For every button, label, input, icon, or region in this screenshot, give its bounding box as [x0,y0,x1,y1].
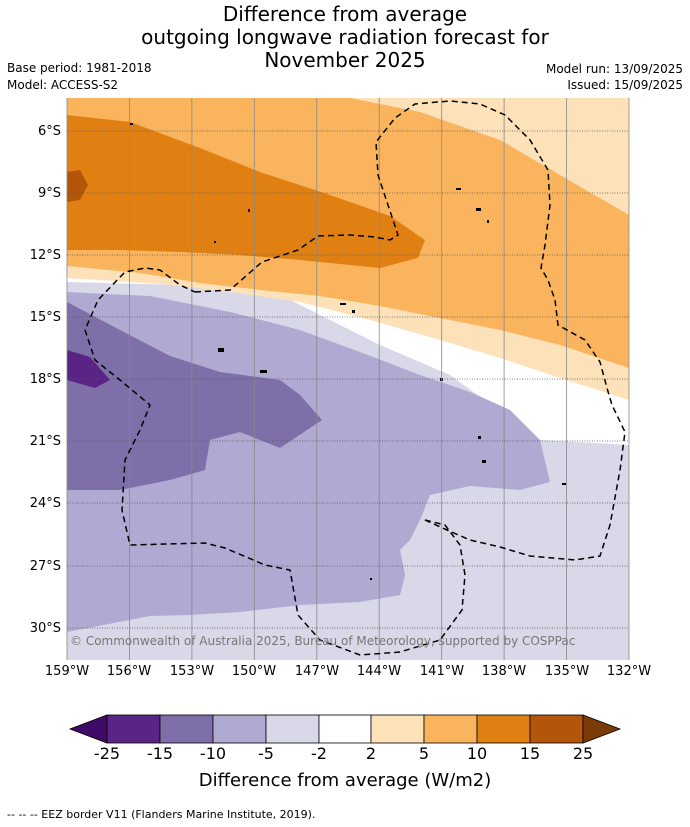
lat-label: 12°S [29,248,61,263]
colorbar [68,714,622,744]
lon-label: 138°W [481,664,527,679]
lon-label: 156°W [106,664,152,679]
model-name: Model: ACCESS-S2 [7,78,119,92]
lat-label: 21°S [29,434,61,449]
lon-label: 144°W [356,664,402,679]
colorbar-tick-label: 5 [418,744,430,763]
lon-label: 159°W [44,664,90,679]
base-period: Base period: 1981-2018 [7,61,152,75]
lon-label: 132°W [606,664,652,679]
copyright-notice: © Commonwealth of Australia 2025, Bureau… [70,634,576,648]
eez-legend-footer: -- -- -- EEZ border V11 (Flanders Marine… [7,808,316,821]
lat-label: 27°S [29,559,61,574]
lon-label: 141°W [419,664,465,679]
lon-label: 147°W [294,664,340,679]
colorbar-tick-label: 25 [572,744,594,763]
colorbar-tick-label: -15 [146,744,174,763]
colorbar-tick-label: 2 [365,744,377,763]
lon-label: 153°W [169,664,215,679]
model-run: Model run: 13/09/2025 [545,62,683,76]
colorbar-title: Difference from average (W/m2) [198,770,492,791]
latitude-gridlines [67,130,629,629]
eez-border [84,100,626,656]
lat-label: 30°S [29,621,61,636]
lat-label: 9°S [37,186,61,201]
colorbar-tick-label: -5 [258,744,274,763]
lat-label: 18°S [29,372,61,387]
colorbar-tick-label: 15 [519,744,541,763]
colorbar-tick-label: -25 [93,744,121,763]
lat-label: 15°S [29,310,61,325]
colorbar-tick-label: -2 [311,744,327,763]
lat-label: 6°S [37,124,61,139]
title-line-2: outgoing longwave radiation forecast for [141,25,549,49]
colorbar-tick-label: -10 [199,744,227,763]
lon-label: 135°W [544,664,590,679]
lat-label: 24°S [29,496,61,511]
title-line-3: November 2025 [264,48,426,72]
colorbar-tick-label: 10 [466,744,488,763]
lon-label: 150°W [231,664,277,679]
title-line-1: Difference from average [222,2,468,26]
issued-date: Issued: 15/09/2025 [567,78,683,92]
